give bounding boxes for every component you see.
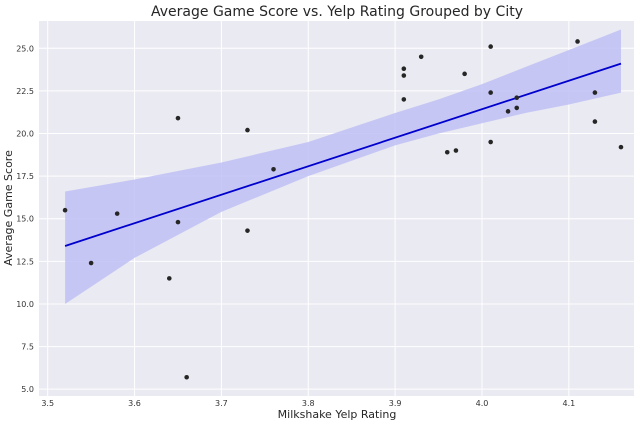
x-tick-label: 3.8 — [302, 399, 315, 408]
data-points — [62, 39, 624, 380]
data-point — [175, 115, 181, 121]
data-point — [418, 54, 424, 60]
data-point — [166, 276, 172, 281]
x-tick-label: 4.0 — [476, 399, 489, 408]
data-point — [488, 90, 493, 95]
y-tick-label: 22.5 — [16, 87, 34, 96]
data-point — [575, 39, 580, 44]
x-tick-label: 4.1 — [562, 399, 575, 408]
x-tick-label: 3.6 — [128, 399, 141, 408]
data-point — [505, 109, 511, 114]
data-point — [62, 207, 68, 213]
data-point — [175, 219, 181, 225]
data-point — [271, 166, 276, 172]
data-point — [592, 119, 598, 124]
chart-title: Average Game Score vs. Yelp Rating Group… — [151, 4, 523, 20]
data-point — [401, 73, 407, 78]
data-point — [514, 95, 520, 101]
data-point — [444, 149, 450, 155]
y-tick-label: 15.0 — [16, 215, 34, 224]
regression-line — [64, 62, 622, 247]
data-point — [401, 66, 407, 72]
x-tick-labels: 3.5 3.6 3.7 3.8 3.9 4.0 4.1 — [41, 399, 575, 408]
data-point — [453, 148, 459, 153]
data-point — [184, 374, 189, 380]
data-point — [245, 228, 250, 233]
data-point — [245, 127, 250, 133]
data-point — [488, 139, 493, 145]
x-tick-label: 3.9 — [389, 399, 402, 408]
y-axis-label: Average Game Score — [2, 150, 15, 266]
y-tick-label: 12.5 — [16, 257, 34, 266]
x-tick-label: 3.7 — [215, 399, 228, 408]
y-tick-label: 5.0 — [21, 385, 34, 394]
data-point — [618, 144, 624, 150]
data-point — [114, 211, 120, 216]
data-point — [488, 44, 493, 49]
y-tick-label: 17.5 — [16, 172, 34, 181]
data-point — [401, 97, 407, 102]
confidence-band — [65, 29, 622, 304]
data-point — [88, 260, 94, 266]
y-tick-labels: 5.0 7.5 10.0 12.5 15.0 17.5 20.0 22.5 25.0 — [16, 44, 34, 394]
data-point — [462, 71, 467, 77]
y-tick-label: 20.0 — [16, 130, 34, 139]
y-tick-label: 10.0 — [16, 300, 34, 309]
data-point — [514, 105, 520, 111]
x-axis-label: Milkshake Yelp Rating — [278, 408, 397, 421]
y-tick-label: 25.0 — [16, 44, 34, 53]
data-point — [592, 90, 598, 95]
y-tick-label: 7.5 — [21, 343, 34, 352]
x-tick-label: 3.5 — [41, 399, 54, 408]
